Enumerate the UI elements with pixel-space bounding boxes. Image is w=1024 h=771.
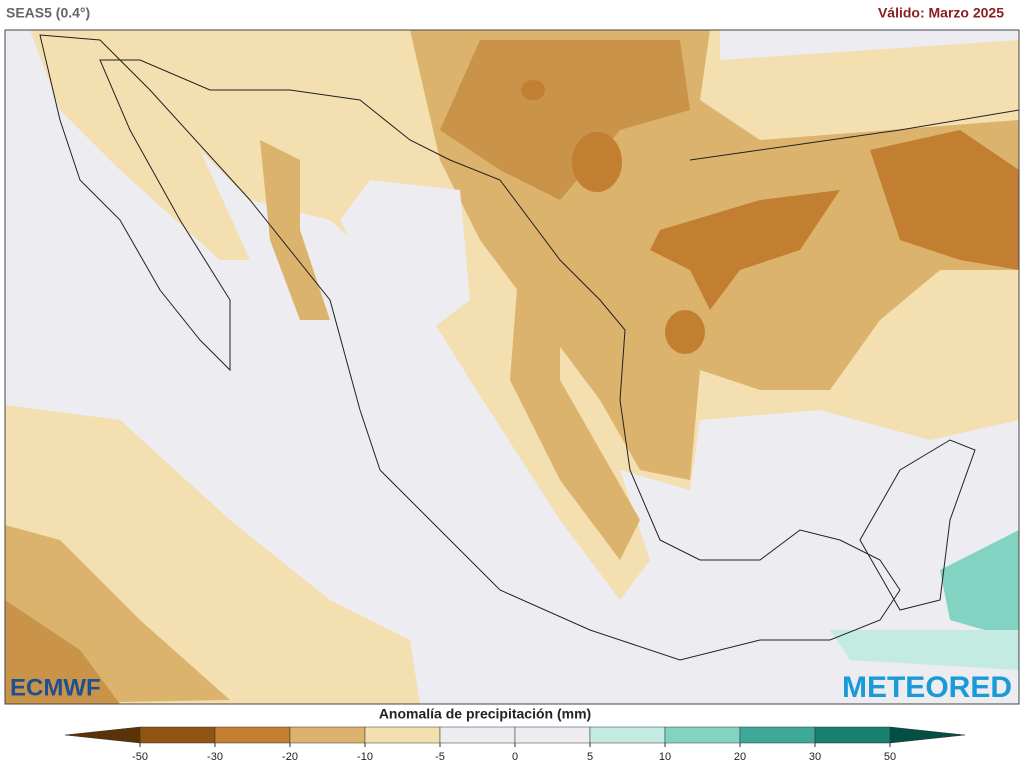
valid-date: Válido: Marzo 2025 bbox=[878, 5, 1004, 21]
colorbar-tick-label: -5 bbox=[435, 751, 445, 763]
ecmwf-logo: ECMWF bbox=[10, 674, 101, 701]
colorbar-tick-label: -20 bbox=[282, 751, 298, 763]
colorbar-extend bbox=[889, 726, 966, 744]
colorbar-segment bbox=[439, 726, 516, 744]
anomaly-area bbox=[30, 30, 250, 260]
colorbar-segment bbox=[214, 726, 291, 744]
colorbar-tick-label: 20 bbox=[734, 751, 746, 763]
colorbar-segment bbox=[514, 726, 591, 744]
map-frame bbox=[4, 29, 1020, 705]
colorbar-extend bbox=[64, 726, 141, 744]
colorbar-segment bbox=[814, 726, 891, 744]
colorbar-segment bbox=[139, 726, 216, 744]
colorbar-tick-label: 10 bbox=[659, 751, 671, 763]
colorbar-segment bbox=[289, 726, 366, 744]
colorbar-segment bbox=[589, 726, 666, 744]
colorbar-tick-label: 5 bbox=[587, 751, 593, 763]
anomaly-area bbox=[572, 132, 622, 192]
colorbar-segment bbox=[739, 726, 816, 744]
anomaly-area bbox=[830, 630, 1019, 670]
colorbar-segment bbox=[664, 726, 741, 744]
coastline bbox=[39, 34, 901, 661]
anomaly-area bbox=[650, 190, 840, 310]
anomaly-area bbox=[340, 180, 470, 330]
legend-title: Anomalía de precipitación (mm) bbox=[379, 706, 591, 722]
colorbar-tick-label: -30 bbox=[207, 751, 223, 763]
anomaly-area bbox=[870, 130, 1019, 270]
map bbox=[4, 29, 1020, 705]
anomaly-area bbox=[260, 140, 330, 320]
anomaly-area bbox=[521, 80, 545, 100]
coastline bbox=[859, 439, 976, 611]
colorbar-tick-label: 0 bbox=[512, 751, 518, 763]
anomaly-area bbox=[440, 40, 690, 200]
colorbar-segment bbox=[364, 726, 441, 744]
meteored-logo: METEORED bbox=[842, 671, 1012, 704]
anomaly-area bbox=[665, 310, 705, 354]
colorbar-tick-label: -50 bbox=[132, 751, 148, 763]
colorbar-tick-label: -10 bbox=[357, 751, 373, 763]
coastline bbox=[689, 109, 1019, 161]
anomaly-area bbox=[510, 250, 640, 560]
colorbar-tick-label: 50 bbox=[884, 751, 896, 763]
anomaly-area bbox=[940, 530, 1019, 640]
colorbar-tick-label: 30 bbox=[809, 751, 821, 763]
colorbar: -50 -30 -20 -10 -5 0 5 10 20 30 50 bbox=[64, 726, 966, 763]
model-label: SEAS5 (0.4°) bbox=[6, 5, 90, 21]
anomaly-area bbox=[5, 600, 120, 704]
